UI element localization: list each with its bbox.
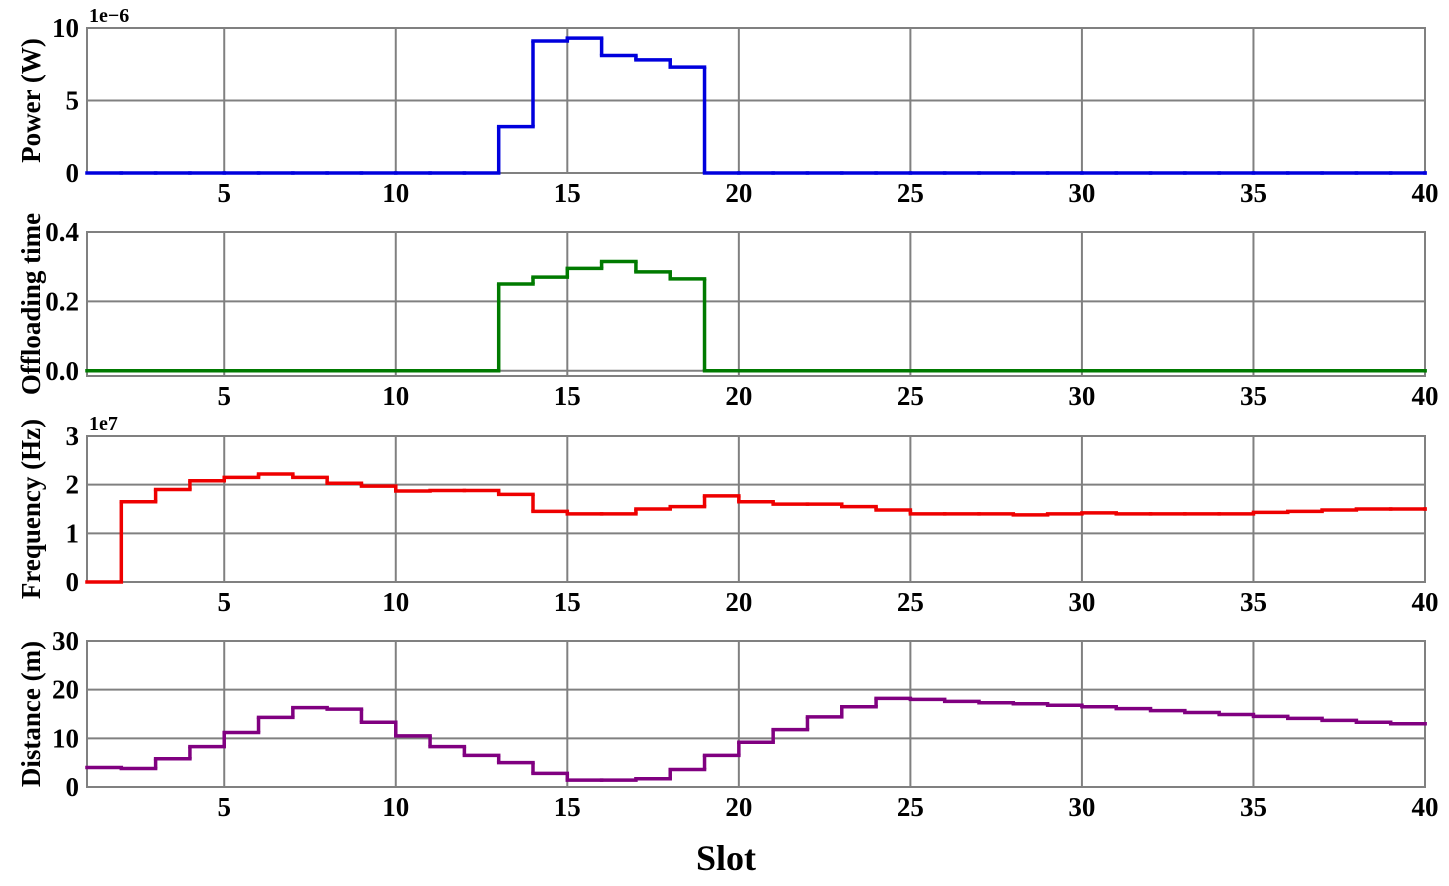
x-tick-label: 5 xyxy=(217,792,231,822)
x-tick-label: 35 xyxy=(1240,587,1267,617)
y-tick-label: 10 xyxy=(52,13,79,43)
x-tick-label: 25 xyxy=(897,587,924,617)
y-tick-label: 0 xyxy=(66,158,80,188)
x-tick-label: 10 xyxy=(382,178,409,208)
x-tick-label: 15 xyxy=(554,178,581,208)
x-tick-label: 15 xyxy=(554,792,581,822)
x-tick-label: 20 xyxy=(725,178,752,208)
x-tick-label: 30 xyxy=(1068,587,1095,617)
x-tick-label: 5 xyxy=(217,381,231,411)
y-tick-label: 0 xyxy=(66,772,80,802)
y-tick-label: 10 xyxy=(52,723,79,753)
x-tick-label: 40 xyxy=(1412,381,1439,411)
x-tick-label: 40 xyxy=(1412,792,1439,822)
y-tick-label: 20 xyxy=(52,675,79,705)
y-axis-label: Power (W) xyxy=(16,38,46,163)
x-tick-label: 25 xyxy=(897,381,924,411)
x-tick-label: 30 xyxy=(1068,792,1095,822)
y-tick-label: 2 xyxy=(66,470,80,500)
x-tick-label: 35 xyxy=(1240,178,1267,208)
y-tick-label: 30 xyxy=(52,626,79,656)
y-tick-label: 0 xyxy=(66,567,80,597)
y-tick-label: 0.0 xyxy=(45,356,79,386)
x-tick-label: 35 xyxy=(1240,381,1267,411)
y-tick-label: 1 xyxy=(66,518,80,548)
x-tick-label: 15 xyxy=(554,587,581,617)
x-tick-label: 15 xyxy=(554,381,581,411)
x-tick-label: 40 xyxy=(1412,178,1439,208)
plot-frame xyxy=(86,640,1426,788)
x-tick-label: 25 xyxy=(897,178,924,208)
offset-label: 1e−6 xyxy=(89,5,129,27)
x-tick-label: 35 xyxy=(1240,792,1267,822)
x-tick-label: 10 xyxy=(382,587,409,617)
x-tick-label: 20 xyxy=(725,587,752,617)
x-tick-label: 5 xyxy=(217,178,231,208)
x-axis-label: Slot xyxy=(696,838,756,878)
y-tick-label: 0.4 xyxy=(45,217,79,247)
x-tick-label: 20 xyxy=(725,792,752,822)
x-tick-label: 40 xyxy=(1412,587,1439,617)
y-axis-label: Offloading time xyxy=(16,213,46,395)
x-tick-label: 20 xyxy=(725,381,752,411)
plot-frame xyxy=(86,435,1426,583)
offset-label: 1e7 xyxy=(89,413,118,435)
y-tick-label: 5 xyxy=(66,86,80,116)
y-tick-label: 3 xyxy=(66,421,80,451)
y-tick-label: 0.2 xyxy=(45,286,79,316)
x-tick-label: 10 xyxy=(382,381,409,411)
x-tick-label: 25 xyxy=(897,792,924,822)
y-axis-label: Distance (m) xyxy=(16,641,46,787)
x-tick-label: 10 xyxy=(382,792,409,822)
y-axis-label: Frequency (Hz) xyxy=(16,419,46,599)
x-tick-label: 30 xyxy=(1068,381,1095,411)
plot-frame xyxy=(86,231,1426,377)
x-tick-label: 5 xyxy=(217,587,231,617)
x-tick-label: 30 xyxy=(1068,178,1095,208)
